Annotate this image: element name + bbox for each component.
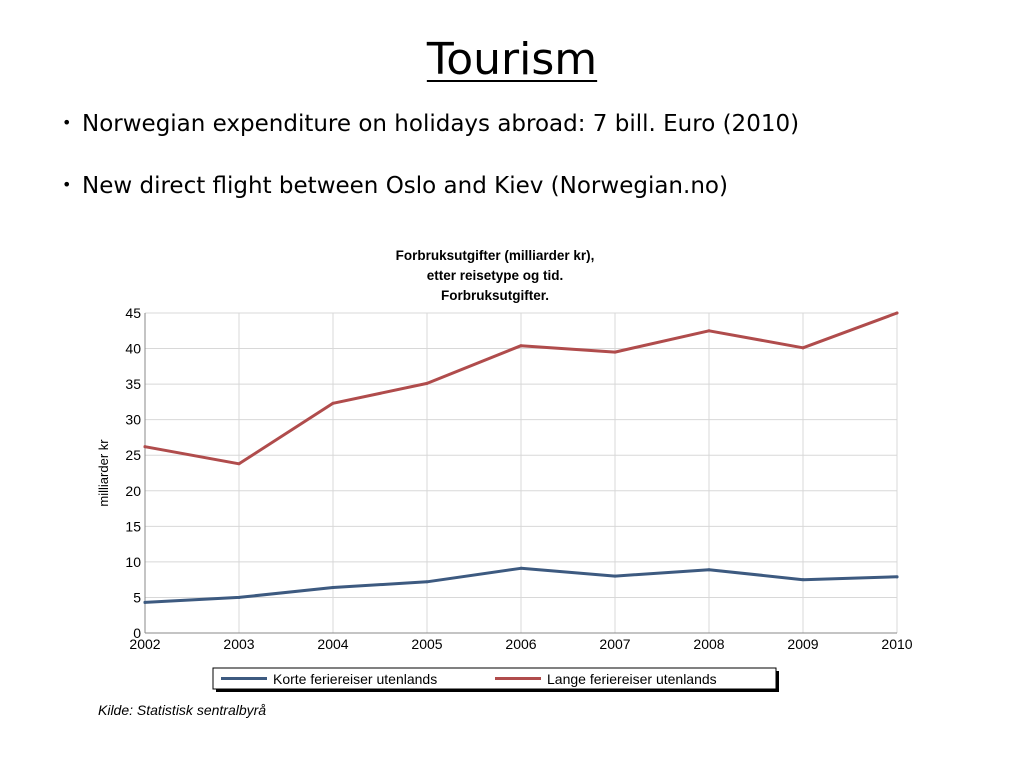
chart-title-line: etter reisetype og tid. <box>426 268 564 283</box>
bullet-dot: • <box>62 175 72 194</box>
data-point <box>519 566 523 570</box>
y-tick-label: 30 <box>125 412 141 428</box>
bullet-dot: • <box>62 113 72 132</box>
chart-title: Forbruksutgifter (milliarder kr), etter … <box>300 246 690 306</box>
chart-title-line: Forbruksutgifter (milliarder kr), <box>395 248 595 263</box>
legend-label: Lange feriereiser utenlands <box>547 671 717 687</box>
y-tick-label: 0 <box>133 625 141 641</box>
data-point <box>331 401 335 405</box>
legend <box>212 667 777 690</box>
bullet-list: • Norwegian expenditure on holidays abroa… <box>62 106 799 230</box>
chart-source: Kilde: Statistisk sentralbyrå <box>98 702 267 718</box>
y-tick-label: 40 <box>125 341 141 357</box>
x-tick-label: 2003 <box>223 636 254 652</box>
y-axis-label: milliarder kr <box>96 439 111 507</box>
bullet-item: • New direct flight between Oslo and Kiev… <box>62 168 799 203</box>
data-point <box>801 578 805 582</box>
data-point <box>707 568 711 572</box>
y-tick-label: 25 <box>125 447 141 463</box>
y-tick-label: 45 <box>125 305 141 321</box>
bullet-text: Norwegian expenditure on holidays abroad… <box>82 111 800 137</box>
x-tick-label: 2009 <box>787 636 818 652</box>
x-tick-label: 2005 <box>411 636 442 652</box>
chart-title-line: Forbruksutgifter. <box>440 288 549 303</box>
y-tick-label: 15 <box>125 518 141 534</box>
data-point <box>613 574 617 578</box>
data-point <box>895 575 899 579</box>
y-tick-label: 5 <box>133 589 141 605</box>
data-point <box>519 344 523 348</box>
data-point <box>425 580 429 584</box>
bullet-item: • Norwegian expenditure on holidays abroa… <box>62 106 799 141</box>
data-point <box>143 445 147 449</box>
x-tick-label: 2008 <box>693 636 724 652</box>
data-point <box>237 595 241 599</box>
slide-title: Tourism <box>426 34 598 85</box>
data-point <box>237 462 241 466</box>
x-tick-label: 2006 <box>505 636 536 652</box>
y-tick-label: 10 <box>125 554 141 570</box>
x-tick-label: 2002 <box>129 636 160 652</box>
data-point <box>331 585 335 589</box>
data-point <box>143 600 147 604</box>
data-point <box>895 311 899 315</box>
legend-label: Korte feriereiser utenlands <box>273 671 437 687</box>
bullet-text: New direct flight between Oslo and Kiev … <box>82 173 728 199</box>
y-tick-label: 35 <box>125 376 141 392</box>
data-point <box>425 381 429 385</box>
data-point <box>801 346 805 350</box>
x-tick-label: 2010 <box>881 636 912 652</box>
data-point <box>707 329 711 333</box>
x-tick-label: 2007 <box>599 636 630 652</box>
y-tick-label: 20 <box>125 483 141 499</box>
data-point <box>613 350 617 354</box>
x-tick-label: 2004 <box>317 636 348 652</box>
